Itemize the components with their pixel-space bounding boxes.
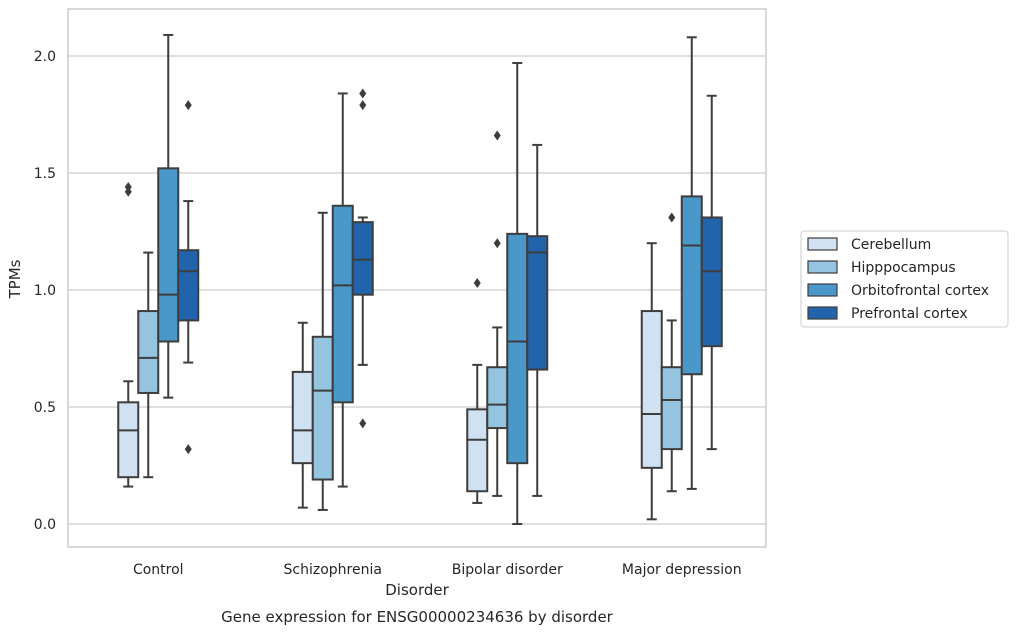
box-body	[137, 310, 160, 394]
y-tick-label: 1.5	[34, 166, 56, 182]
legend-label: Cerebellum	[851, 237, 931, 253]
y-tick-label: 1.0	[34, 283, 56, 299]
box-cerebellum	[291, 321, 314, 509]
box-body	[660, 366, 683, 451]
box-body	[486, 366, 509, 430]
y-axis-title: TPMs	[6, 259, 24, 299]
box-cerebellum	[640, 242, 663, 521]
outlier-point	[473, 277, 481, 288]
box-body	[117, 401, 140, 479]
box-body	[157, 167, 180, 343]
box-prefrontal-cortex	[177, 100, 200, 455]
y-tick-label: 2.0	[34, 49, 56, 65]
box-orbitofrontal-cortex	[331, 92, 354, 488]
x-tick-label: Bipolar disorder	[452, 562, 563, 578]
box-cerebellum	[117, 182, 140, 488]
chart-caption: Gene expression for ENSG00000234636 by d…	[221, 608, 614, 626]
x-tick-label: Major depression	[622, 562, 742, 578]
legend-label: Orbitofrontal cortex	[851, 283, 989, 299]
box-prefrontal-cortex	[526, 143, 549, 497]
box-body	[466, 408, 489, 493]
box-body	[177, 249, 200, 322]
outlier-point	[124, 182, 132, 193]
box-body	[526, 235, 549, 371]
outlier-point	[184, 100, 192, 111]
box-body	[700, 216, 723, 348]
outlier-point	[493, 130, 501, 141]
legend-swatch	[807, 306, 838, 320]
box-orbitofrontal-cortex	[157, 33, 180, 399]
box-body	[331, 204, 354, 404]
box-body	[291, 370, 314, 465]
box-body	[311, 335, 334, 481]
y-tick-labels: 0.0 0.5 1.0 1.5 2.0	[34, 49, 56, 533]
outlier-point	[359, 100, 367, 111]
legend-label: Prefrontal cortex	[851, 306, 968, 322]
plot-frame	[67, 8, 767, 548]
box-orbitofrontal-cortex	[506, 62, 529, 525]
box-orbitofrontal-cortex	[680, 36, 703, 490]
x-tick-labels: Control Schizophrenia Bipolar disorder Majo…	[133, 562, 742, 578]
x-tick-label: Schizophrenia	[284, 562, 382, 578]
box-body	[351, 221, 374, 296]
box-hipppocampus	[660, 212, 683, 493]
box-cerebellum	[466, 277, 489, 504]
y-tick-label: 0.5	[34, 400, 56, 416]
legend: Cerebellum Hipppocampus Orbitofrontal cort…	[800, 230, 1009, 328]
legend-swatch	[807, 260, 838, 274]
outlier-point	[359, 88, 367, 99]
box-hipppocampus	[137, 251, 160, 479]
x-tick-label: Control	[133, 562, 184, 578]
box-prefrontal-cortex	[700, 94, 723, 451]
outlier-point	[359, 418, 367, 429]
y-tick-label: 0.0	[34, 517, 56, 533]
box-prefrontal-cortex	[351, 88, 374, 429]
outlier-point	[184, 444, 192, 455]
legend-frame	[800, 230, 1009, 328]
box-body	[640, 310, 663, 469]
x-axis-title: Disorder	[385, 581, 449, 599]
box-hipppocampus	[486, 130, 509, 497]
box-series	[117, 33, 723, 525]
legend-label: Hipppocampus	[851, 260, 956, 276]
box-body	[506, 232, 529, 465]
outlier-point	[493, 238, 501, 249]
box-body	[680, 195, 703, 376]
legend-swatch	[807, 237, 838, 251]
legend-swatch	[807, 283, 838, 297]
box-hipppocampus	[311, 211, 334, 511]
outlier-point	[668, 212, 676, 223]
